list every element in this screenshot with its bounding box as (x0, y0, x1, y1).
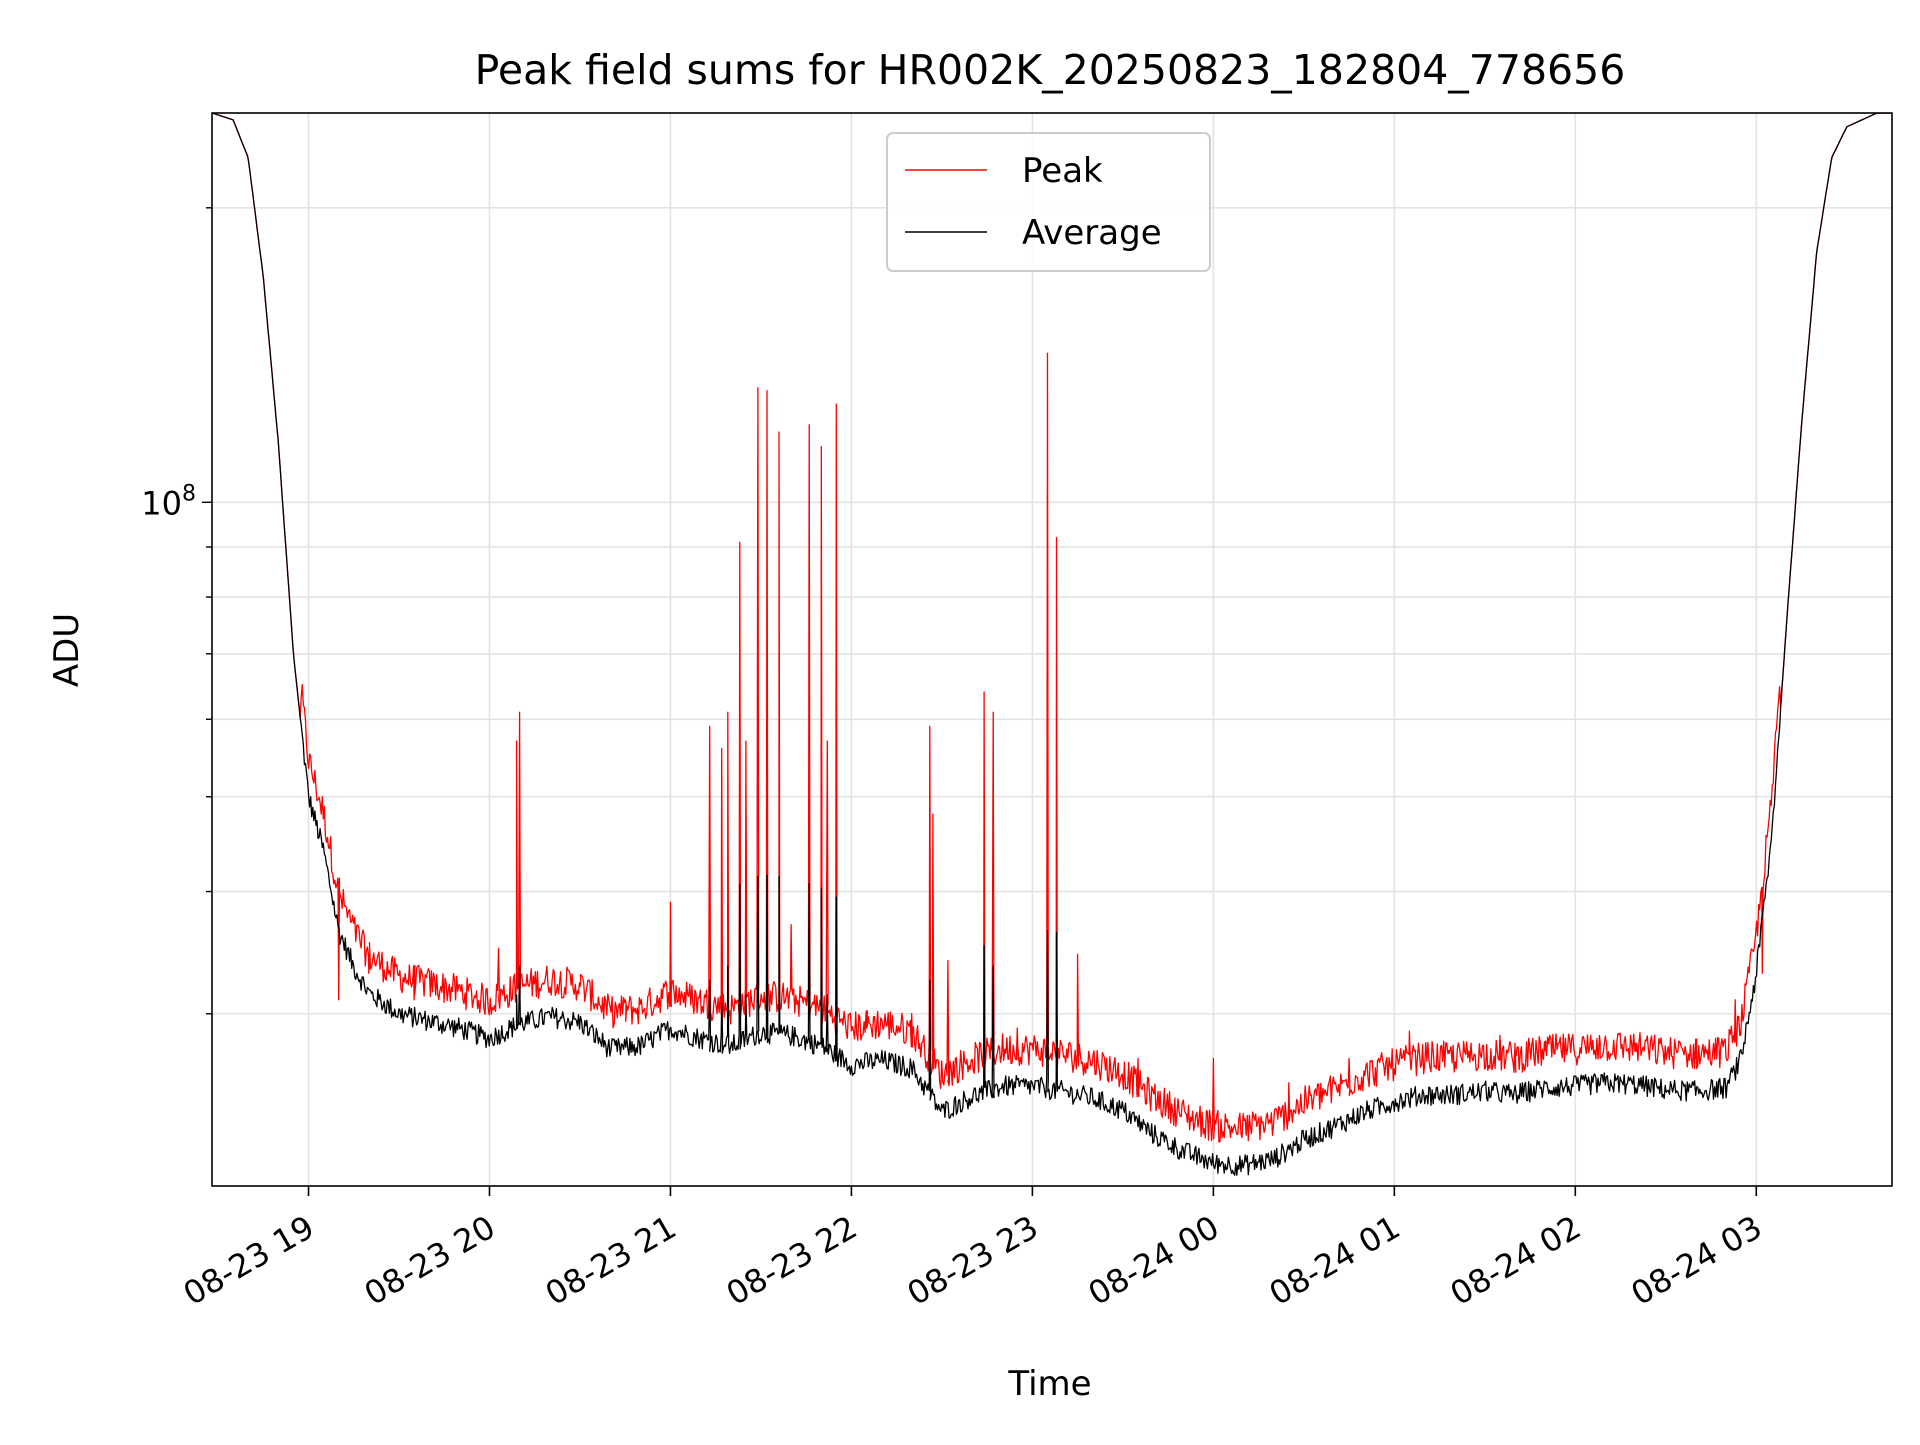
plot-frame (211, 112, 1893, 1187)
y-axis-label: ADU (47, 613, 87, 687)
legend-label-average: Average (1022, 213, 1162, 253)
x-axis-label: Time (1007, 1364, 1091, 1404)
series-group (212, 113, 1892, 1176)
series-line-average (212, 113, 1892, 1176)
legend: Peak Average (886, 132, 1211, 272)
legend-label-peak: Peak (1022, 151, 1103, 191)
y-tick-label: 108 (141, 481, 196, 522)
grid (212, 113, 1892, 1186)
series-line-peak (212, 113, 1892, 1143)
chart-title: Peak field sums for HR002K_20250823_1828… (475, 46, 1626, 94)
legend-frame (886, 132, 1211, 272)
plot-area (212, 113, 1892, 1186)
